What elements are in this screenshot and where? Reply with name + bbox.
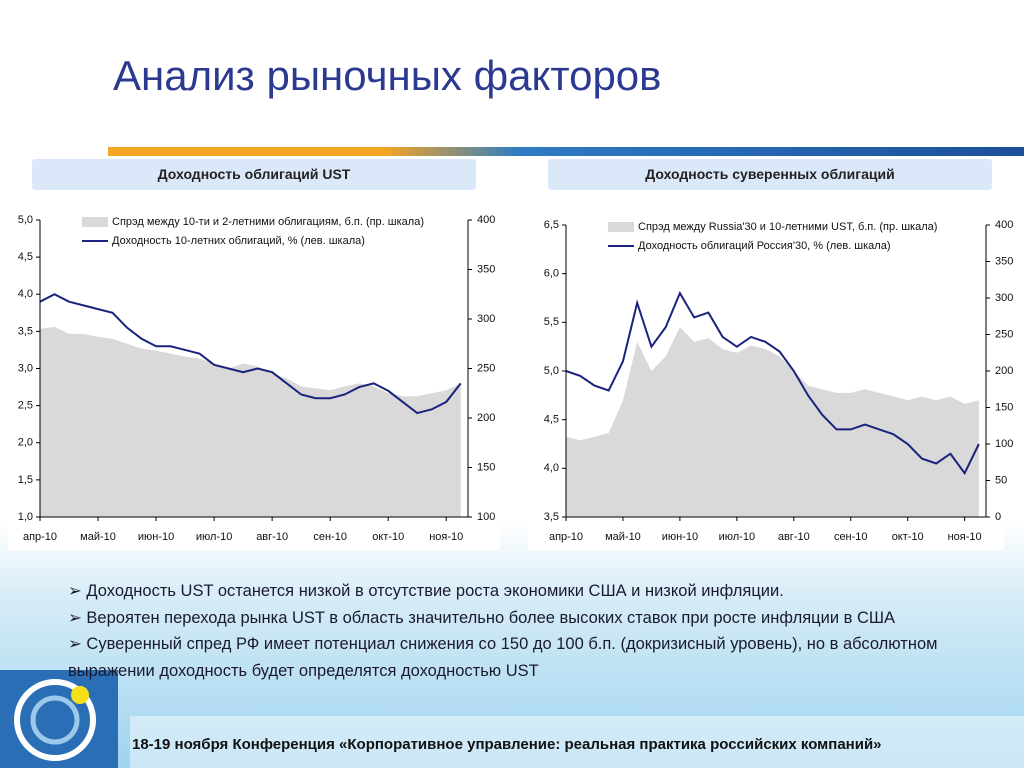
legend-swatch [82, 217, 108, 227]
line [39, 293, 462, 415]
bullets: Доходность UST останется низкой в отсутс… [68, 578, 1008, 684]
bullet: Суверенный спред РФ имеет потенциал сниж… [68, 631, 1008, 684]
y2-tick-label: 300 [477, 313, 495, 325]
y-tick-label: 4,5 [18, 251, 33, 263]
legend-label: Доходность облигаций Россия'30, % (лев. … [638, 240, 890, 252]
x-tick-label: авг-10 [256, 531, 288, 543]
x-tick-label: апр-10 [549, 531, 583, 543]
x-tick-label: апр-10 [23, 531, 57, 543]
y-tick-label: 5,0 [544, 365, 559, 377]
y-tick-label: 3,5 [544, 511, 559, 523]
y-tick-label: 6,0 [544, 268, 559, 280]
bullet: Доходность UST останется низкой в отсутс… [68, 578, 1008, 605]
y2-tick-label: 100 [995, 438, 1013, 450]
y-tick-label: 3,0 [18, 362, 33, 374]
y2-tick-label: 200 [477, 412, 495, 424]
footer: 18-19 ноября Конференция «Корпоративное … [130, 716, 1024, 768]
y2-tick-label: 150 [995, 401, 1013, 413]
x-tick-label: ноя-10 [429, 531, 463, 543]
y-tick-label: 5,5 [544, 316, 559, 328]
y2-tick-label: 250 [477, 362, 495, 374]
logo [0, 670, 118, 768]
y2-tick-label: 100 [477, 511, 495, 523]
line [565, 290, 980, 476]
bullet: Вероятен перехода рынка UST в область зн… [68, 605, 1008, 632]
x-tick-label: май-10 [605, 531, 641, 543]
x-tick-label: июн-10 [662, 531, 698, 543]
chart-header: Доходность облигаций UST [32, 159, 476, 190]
legend-swatch [608, 222, 634, 232]
y-tick-label: 4,5 [544, 414, 559, 426]
y2-tick-label: 150 [477, 461, 495, 473]
y2-tick-label: 200 [995, 365, 1013, 377]
x-tick-label: окт-10 [892, 531, 924, 543]
y2-tick-label: 350 [995, 255, 1013, 267]
x-tick-label: июл-10 [719, 531, 755, 543]
area [566, 327, 979, 517]
area [40, 326, 461, 517]
x-tick-label: ноя-10 [948, 531, 982, 543]
y-tick-label: 3,5 [18, 325, 33, 337]
y2-tick-label: 350 [477, 263, 495, 275]
x-tick-label: сен-10 [313, 531, 347, 543]
y-tick-label: 4,0 [18, 288, 33, 300]
x-tick-label: сен-10 [834, 531, 868, 543]
y-tick-label: 1,0 [18, 511, 33, 523]
y2-tick-label: 300 [995, 292, 1013, 304]
y-tick-label: 6,5 [544, 219, 559, 231]
x-tick-label: май-10 [80, 531, 116, 543]
y2-tick-label: 400 [995, 219, 1013, 231]
x-tick-label: авг-10 [778, 531, 810, 543]
y-tick-label: 1,5 [18, 474, 33, 486]
y-tick-label: 4,0 [544, 462, 559, 474]
legend-label: Спрэд между 10-ти и 2-летними облигациям… [112, 216, 424, 228]
legend-label: Спрэд между Russia'30 и 10-летними UST, … [638, 221, 937, 233]
x-tick-label: июл-10 [196, 531, 232, 543]
y2-tick-label: 250 [995, 328, 1013, 340]
y-tick-label: 5,0 [18, 214, 33, 226]
y-tick-label: 2,0 [18, 437, 33, 449]
legend-label: Доходность 10-летних облигаций, % (лев. … [112, 235, 365, 247]
y2-tick-label: 0 [995, 511, 1001, 523]
footer-text: 18-19 ноября Конференция «Корпоративное … [132, 736, 882, 753]
y2-tick-label: 400 [477, 214, 495, 226]
x-tick-label: окт-10 [372, 531, 404, 543]
x-tick-label: июн-10 [138, 531, 174, 543]
chart-header: Доходность суверенных облигаций [548, 159, 992, 190]
y-tick-label: 2,5 [18, 400, 33, 412]
y2-tick-label: 50 [995, 474, 1007, 486]
header-bar [108, 147, 1024, 156]
slide-title: Анализ рыночных факторов [113, 52, 662, 99]
